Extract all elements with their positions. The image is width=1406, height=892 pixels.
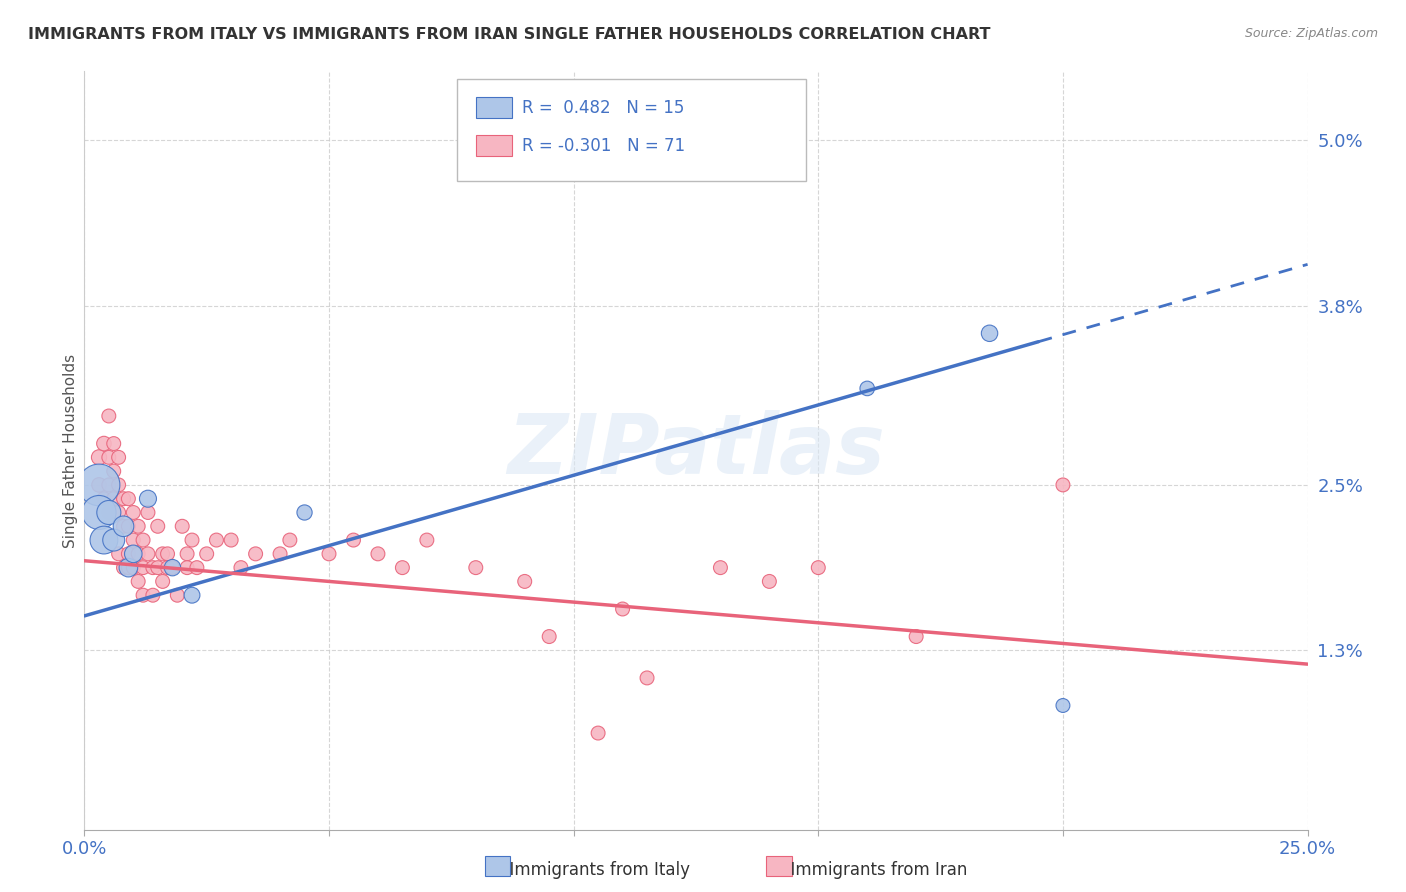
Point [87, 506, 110, 520]
Point [219, 533, 242, 547]
Point [172, 519, 194, 533]
Text: R =  0.482   N = 15: R = 0.482 N = 15 [522, 99, 685, 117]
Point [181, 533, 204, 547]
Point [127, 574, 149, 589]
Point [112, 560, 135, 574]
Point [103, 533, 125, 547]
Point [97, 506, 120, 520]
Point [87, 478, 110, 492]
Point [391, 560, 413, 574]
Text: Source: ZipAtlas.com: Source: ZipAtlas.com [1244, 27, 1378, 40]
Point [205, 533, 228, 547]
Text: Immigrants from Italy: Immigrants from Italy [499, 861, 690, 879]
Text: IMMIGRANTS FROM ITALY VS IMMIGRANTS FROM IRAN SINGLE FATHER HOUSEHOLDS CORRELATI: IMMIGRANTS FROM ITALY VS IMMIGRANTS FROM… [28, 27, 991, 42]
Point [127, 547, 149, 561]
Point [97, 506, 120, 520]
FancyBboxPatch shape [475, 97, 513, 119]
Point [807, 560, 830, 574]
Point [87, 478, 110, 492]
FancyBboxPatch shape [766, 856, 792, 876]
Point [1052, 698, 1074, 713]
Point [122, 506, 145, 520]
Point [136, 547, 159, 561]
Point [97, 478, 120, 492]
Point [146, 519, 169, 533]
Point [93, 436, 115, 450]
Point [979, 326, 1001, 341]
Point [416, 533, 439, 547]
Point [107, 506, 129, 520]
Point [162, 560, 184, 574]
Point [93, 491, 115, 506]
Point [132, 533, 155, 547]
Point [636, 671, 658, 685]
Point [464, 560, 486, 574]
Point [269, 547, 291, 561]
Point [117, 491, 139, 506]
Point [132, 588, 155, 602]
Point [513, 574, 536, 589]
Point [107, 478, 129, 492]
Point [112, 491, 135, 506]
Point [127, 519, 149, 533]
Point [181, 588, 204, 602]
Point [107, 450, 129, 465]
Text: Immigrants from Iran: Immigrants from Iran [780, 861, 967, 879]
Point [162, 560, 184, 574]
Point [142, 588, 165, 602]
Point [229, 560, 252, 574]
Point [97, 450, 120, 465]
Text: ZIPatlas: ZIPatlas [508, 410, 884, 491]
Point [122, 560, 145, 574]
Point [856, 381, 879, 395]
Point [117, 560, 139, 574]
Point [87, 450, 110, 465]
Point [176, 560, 198, 574]
Point [156, 560, 179, 574]
Point [367, 547, 389, 561]
Point [538, 630, 561, 644]
Point [709, 560, 731, 574]
FancyBboxPatch shape [475, 135, 513, 156]
Point [103, 491, 125, 506]
Point [122, 547, 145, 561]
Point [758, 574, 780, 589]
Point [156, 547, 179, 561]
Point [152, 574, 174, 589]
Point [117, 560, 139, 574]
Point [146, 560, 169, 574]
Point [905, 630, 928, 644]
Point [318, 547, 340, 561]
Point [103, 436, 125, 450]
Point [195, 547, 218, 561]
Point [93, 533, 115, 547]
Point [342, 533, 364, 547]
Point [586, 726, 609, 740]
Point [117, 547, 139, 561]
Point [112, 519, 135, 533]
Point [186, 560, 208, 574]
Point [132, 560, 155, 574]
FancyBboxPatch shape [457, 79, 806, 181]
Point [136, 506, 159, 520]
Point [176, 547, 198, 561]
Point [612, 602, 634, 616]
Point [117, 519, 139, 533]
Point [245, 547, 267, 561]
Point [166, 588, 188, 602]
Point [152, 547, 174, 561]
Point [136, 491, 159, 506]
Point [112, 519, 135, 533]
Point [1052, 478, 1074, 492]
Y-axis label: Single Father Households: Single Father Households [63, 353, 77, 548]
Point [278, 533, 301, 547]
Point [122, 533, 145, 547]
Text: R = -0.301   N = 71: R = -0.301 N = 71 [522, 136, 685, 154]
Point [142, 560, 165, 574]
Point [97, 409, 120, 423]
Point [294, 506, 316, 520]
Point [107, 547, 129, 561]
FancyBboxPatch shape [485, 856, 510, 876]
Point [103, 464, 125, 478]
